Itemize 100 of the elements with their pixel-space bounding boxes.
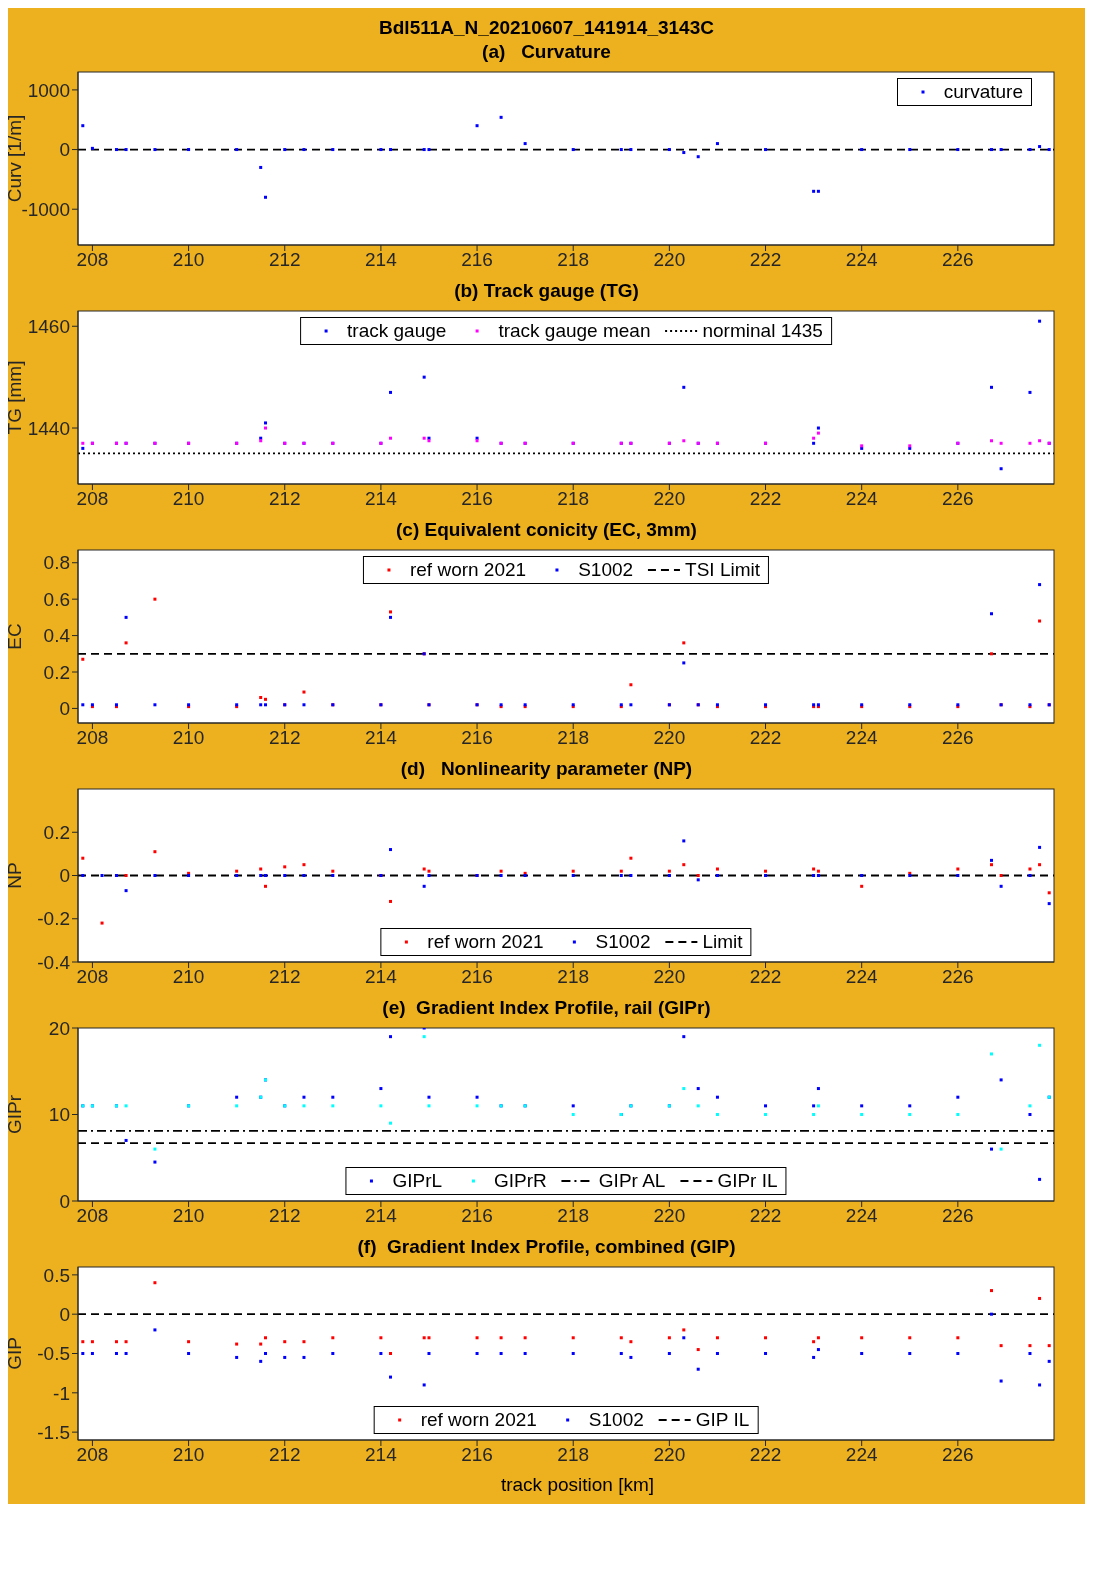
x-tick-label: 224 xyxy=(845,966,878,988)
point xyxy=(816,869,820,873)
point xyxy=(1028,441,1032,445)
point xyxy=(1028,148,1032,152)
point xyxy=(302,1340,306,1344)
point xyxy=(629,703,633,707)
point xyxy=(389,615,393,619)
point xyxy=(715,1113,719,1116)
point xyxy=(114,148,118,152)
point xyxy=(990,863,993,867)
x-tick-label: 222 xyxy=(749,488,782,510)
point xyxy=(389,390,393,394)
point xyxy=(696,1367,700,1371)
point xyxy=(1047,148,1051,152)
point xyxy=(1028,874,1032,877)
point xyxy=(124,874,128,877)
point xyxy=(422,148,426,152)
point xyxy=(389,899,393,903)
point xyxy=(682,1328,686,1332)
x-tick-label: 214 xyxy=(365,488,398,510)
point xyxy=(259,703,263,707)
point xyxy=(999,441,1003,445)
point xyxy=(283,148,287,152)
point xyxy=(629,148,633,152)
point xyxy=(264,195,268,199)
point xyxy=(682,1035,686,1039)
chart-title: (b) Track gauge (TG) xyxy=(453,279,640,303)
point xyxy=(1028,1344,1032,1348)
x-tick-label: 212 xyxy=(268,1444,301,1466)
point xyxy=(422,375,426,379)
x-tick-label: 214 xyxy=(365,966,398,988)
point xyxy=(956,1336,960,1340)
point xyxy=(619,1336,623,1340)
x-tick-label: 222 xyxy=(749,1205,782,1227)
point xyxy=(389,848,393,852)
point xyxy=(1038,1296,1042,1300)
point xyxy=(999,1379,1003,1383)
point xyxy=(427,1104,431,1108)
point xyxy=(153,597,157,601)
point xyxy=(990,858,993,862)
point xyxy=(427,874,431,877)
point xyxy=(422,1383,426,1387)
point xyxy=(331,874,335,877)
point xyxy=(1038,439,1042,443)
point xyxy=(571,869,575,873)
point xyxy=(302,690,306,694)
point xyxy=(475,1352,479,1355)
point xyxy=(999,874,1003,877)
point xyxy=(302,1355,306,1359)
point xyxy=(81,703,85,707)
x-tick-label: 208 xyxy=(76,1444,109,1466)
point xyxy=(153,703,157,707)
point xyxy=(187,1352,191,1355)
y-tick-label: 0.6 xyxy=(43,588,70,610)
legend-label: norminal 1435 xyxy=(702,320,823,342)
y-tick-label: -1000 xyxy=(21,198,70,220)
point xyxy=(682,439,686,443)
point xyxy=(1047,1344,1051,1348)
x-tick-label: 212 xyxy=(268,966,301,988)
point xyxy=(124,641,128,645)
legend-label: Limit xyxy=(702,931,743,953)
point xyxy=(389,436,393,440)
x-tick-label: 218 xyxy=(557,727,590,749)
point xyxy=(816,1336,820,1340)
point xyxy=(715,1352,719,1355)
point xyxy=(860,1336,864,1340)
y-axis-title: NP xyxy=(3,862,25,889)
y-tick-label: 0.5 xyxy=(43,1264,70,1286)
point xyxy=(682,1336,686,1340)
point xyxy=(908,1336,912,1340)
point xyxy=(389,1035,393,1039)
point xyxy=(81,1352,85,1355)
y-tick-label: -0.5 xyxy=(37,1343,70,1365)
point xyxy=(264,1336,268,1340)
x-tick-label: 222 xyxy=(749,1444,782,1466)
point xyxy=(264,703,268,707)
y-tick-label: 0.2 xyxy=(43,821,70,843)
legend-label: TSI Limit xyxy=(685,559,761,581)
x-tick-label: 218 xyxy=(557,488,590,510)
point xyxy=(812,1104,816,1108)
point xyxy=(153,1160,157,1164)
point xyxy=(235,1104,239,1108)
point xyxy=(283,874,287,877)
point xyxy=(715,1336,719,1340)
x-tick-label: 216 xyxy=(461,727,493,749)
y-tick-label: 0 xyxy=(59,1190,70,1212)
point xyxy=(812,1355,816,1359)
chart-subtitle: (a) Curvature xyxy=(481,40,612,64)
x-tick-label: 220 xyxy=(653,249,686,271)
point xyxy=(571,874,575,877)
point xyxy=(124,889,128,893)
point xyxy=(990,148,993,152)
point xyxy=(302,148,306,152)
point xyxy=(235,148,239,152)
point xyxy=(956,874,960,877)
point xyxy=(124,615,128,619)
x-tick-label: 220 xyxy=(653,1205,686,1227)
x-tick-label: 224 xyxy=(845,1205,878,1227)
point xyxy=(153,1147,157,1151)
point xyxy=(427,1352,431,1355)
